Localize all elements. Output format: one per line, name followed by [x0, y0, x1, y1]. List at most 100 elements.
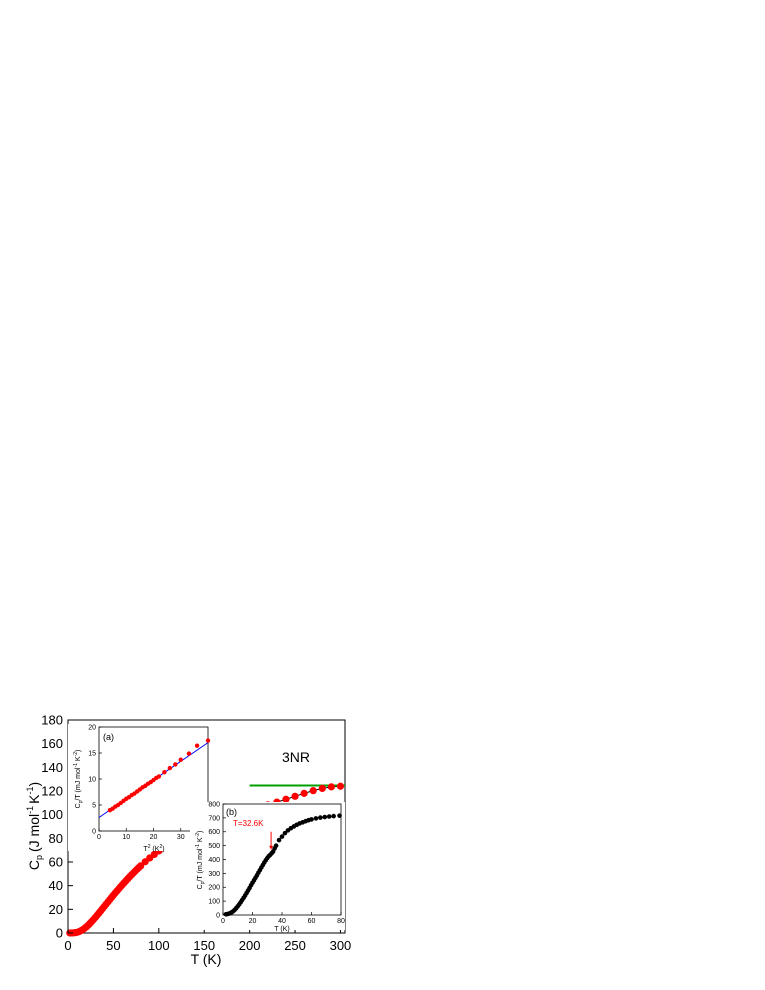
y-tick-label: 80: [49, 831, 63, 846]
inset-b-transition-annotation: T=32.6K: [233, 819, 274, 850]
inset-b-y-label-end: ): [197, 831, 204, 833]
y-tick-label: 100: [208, 899, 220, 906]
inset-b-data-points: [223, 813, 342, 917]
x-tick-label: 50: [106, 938, 120, 953]
main-data-point: [300, 789, 308, 797]
inset-b-data-point: [322, 814, 328, 820]
y-tick-label: 180: [41, 713, 63, 728]
inset-b-y-axis-label: Cp/T (mJ mol-1 K-2): [195, 831, 206, 890]
main-data-point: [137, 862, 145, 870]
y-tick-label: 500: [208, 843, 220, 850]
main-data-point: [318, 784, 326, 792]
inset-b-data-point: [318, 815, 323, 820]
y-tick-label: 40: [49, 878, 63, 893]
inset-a-data-point: [186, 751, 192, 756]
y-tick-label: 200: [208, 885, 220, 892]
x-tick-label: 100: [148, 938, 170, 953]
inset-a-x-label-units: (K: [150, 846, 159, 853]
y-tick-label: 60: [49, 855, 63, 870]
main-data-point: [309, 787, 317, 795]
inset-a-y-label-exp1: -1: [73, 763, 79, 768]
inset-b-y-label-rest: /T (mJ mol: [197, 848, 204, 881]
main-data-point: [282, 795, 290, 803]
x-tick-label: 200: [239, 938, 261, 953]
inset-a-data-point: [156, 774, 162, 779]
y-tick-label: 160: [41, 736, 63, 751]
inset-a-data-point: [205, 738, 211, 743]
inset-a-y-axis-label: Cp/T (mJ mol-1 K-2): [73, 750, 84, 809]
y-tick-label: 0: [92, 828, 96, 835]
main-y-ticks: 0 20 40 60 80 100 120 140 160 180: [41, 713, 73, 941]
inset-a-y-label-exp2: -2: [73, 752, 79, 757]
main-x-axis-label: T (K): [191, 951, 222, 967]
main-y-axis-label: Cp(J mol-1K-1): [25, 782, 44, 870]
x-tick-label: 30: [177, 834, 185, 841]
x-tick-label: 40: [278, 918, 286, 925]
y-tick-label: 100: [41, 807, 63, 822]
x-tick-label: 20: [150, 834, 158, 841]
inset-a-x-label-t: T: [143, 846, 148, 853]
main-plot: 3NR 0 50 100 150 200 250 300 02040608010012014…: [25, 713, 351, 967]
main-y-axis-label-sub: p: [34, 855, 44, 860]
main-y-axis-label-exp: -1: [25, 806, 35, 814]
y-tick-label: 20: [49, 902, 63, 917]
inset-b-data-point: [326, 814, 332, 819]
inset-b-y-label-c: C: [197, 884, 204, 889]
y-tick-label: 0: [56, 926, 63, 941]
main-data-point: [327, 783, 335, 791]
inset-b-y-label-exp1: -1: [195, 844, 201, 849]
inset-b-data-point: [282, 830, 288, 836]
inset-a-data-point: [162, 770, 167, 775]
inset-b-x-ticks: 0 20 40 60 80: [221, 912, 345, 925]
y-tick-label: 600: [208, 829, 220, 836]
inset-b-data-point: [309, 817, 314, 822]
inset-b-data-point: [313, 816, 319, 821]
main-x-ticks: 0 50 100 150 200 250 300: [64, 928, 351, 953]
y-tick-label: 120: [41, 784, 63, 799]
y-tick-label: 800: [208, 801, 220, 808]
x-tick-label: 0: [64, 938, 71, 953]
inset-a-x-axis-label: T2 (K2): [143, 844, 164, 853]
inset-b-y-label-k: K: [197, 837, 204, 844]
y-tick-label: 700: [208, 815, 220, 822]
x-tick-label: 0: [97, 834, 101, 841]
main-y-axis-label-k: K: [26, 794, 42, 804]
main-y-axis-label-exp2: -1: [25, 787, 35, 795]
x-tick-label: 0: [221, 918, 225, 925]
inset-a-data-point: [178, 757, 183, 762]
inset-a-x-label-exp: 2: [148, 844, 151, 850]
inset-a-y-ticks: 0 5 10 15 20: [88, 724, 102, 835]
y-tick-label: 400: [208, 857, 220, 864]
inset-a-data-point: [194, 743, 200, 748]
y-tick-label: 15: [88, 750, 96, 757]
x-tick-label: 80: [337, 918, 345, 925]
inset-a-data-point: [167, 765, 173, 771]
inset-b-y-ticks: 0 100 200 300 400 500 600 700 800: [208, 801, 226, 919]
y-tick-label: 0: [216, 912, 220, 919]
inset-a-panel-label: (a): [103, 732, 114, 742]
x-tick-label: 300: [330, 938, 352, 953]
x-tick-label: 250: [284, 938, 306, 953]
y-tick-label: 140: [41, 760, 63, 775]
inset-a-y-label-c: C: [75, 803, 82, 808]
inset-a-y-label-sub: p: [78, 800, 84, 803]
inset-b-data-point: [276, 837, 282, 843]
inset-a-y-label-end: ): [75, 750, 82, 752]
x-tick-label: 60: [308, 918, 316, 925]
inset-b-data-point: [279, 834, 285, 839]
inset-b-data-point: [337, 813, 342, 818]
y-tick-label: 10: [88, 776, 96, 783]
main-data-point: [336, 782, 345, 790]
inset-a-y-label-rest: /T (mJ mol: [75, 767, 82, 800]
y-tick-label: 20: [88, 724, 96, 731]
main-y-axis-label-end: ): [26, 782, 42, 787]
inset-b-x-axis-label: T (K): [274, 926, 289, 933]
main-y-axis-label-c: C: [26, 860, 42, 870]
3nr-annotation: 3NR: [249, 749, 345, 787]
inset-a-data-point: [173, 762, 178, 767]
y-tick-label: 300: [208, 871, 220, 878]
inset-b-panel-label: (b): [226, 807, 237, 817]
main-y-axis-label-units: (J mol: [26, 814, 42, 852]
inset-b-transition-label: T=32.6K: [233, 819, 264, 828]
